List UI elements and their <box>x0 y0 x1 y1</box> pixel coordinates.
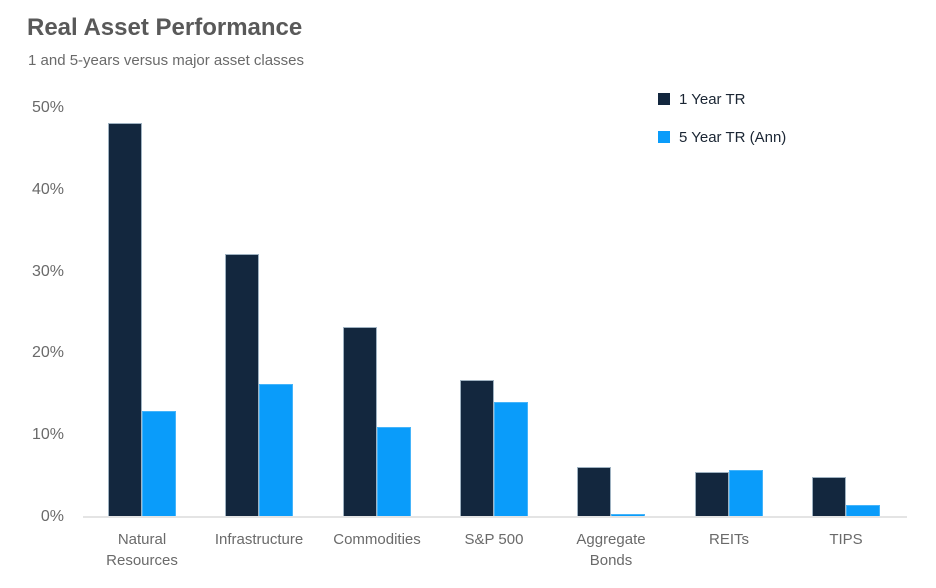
legend: 1 Year TR 5 Year TR (Ann) <box>658 90 786 166</box>
legend-label: 5 Year TR (Ann) <box>679 128 787 146</box>
bar <box>225 254 259 517</box>
x-axis-label: REITs <box>708 531 749 548</box>
x-axis-line <box>83 516 907 518</box>
legend-swatch-icon <box>658 131 670 143</box>
y-axis-label: 20% <box>31 344 64 362</box>
bar <box>729 470 763 517</box>
bar <box>259 384 293 517</box>
x-axis-label: Aggregate Bonds <box>576 531 646 569</box>
bar <box>108 123 142 517</box>
chart-title: Real Asset Performance <box>27 14 303 41</box>
x-axis-label: Natural Resources <box>106 531 178 569</box>
legend-item: 5 Year TR (Ann) <box>658 128 786 146</box>
bar <box>695 472 729 517</box>
legend-label: 1 Year TR <box>679 90 746 108</box>
legend-swatch-icon <box>658 93 670 105</box>
bar <box>812 477 846 517</box>
bar <box>577 467 611 517</box>
x-axis-label: Infrastructure <box>214 531 304 548</box>
x-axis-label: TIPS <box>829 531 863 548</box>
bar <box>142 411 176 517</box>
y-axis-label: 0% <box>40 508 64 525</box>
x-axis-label: S&P 500 <box>464 531 524 548</box>
bar <box>377 427 411 517</box>
y-axis-label: 50% <box>31 99 64 116</box>
y-axis-label: 10% <box>31 426 64 444</box>
bar <box>343 327 377 517</box>
y-axis-label: 30% <box>31 262 64 280</box>
bar <box>494 402 528 517</box>
chart-subtitle: 1 and 5-years versus major asset classes <box>28 52 304 69</box>
bar <box>460 380 494 517</box>
x-axis-label: Commodities <box>333 531 421 548</box>
y-axis-label: 40% <box>31 180 64 198</box>
legend-item: 1 Year TR <box>658 90 786 108</box>
